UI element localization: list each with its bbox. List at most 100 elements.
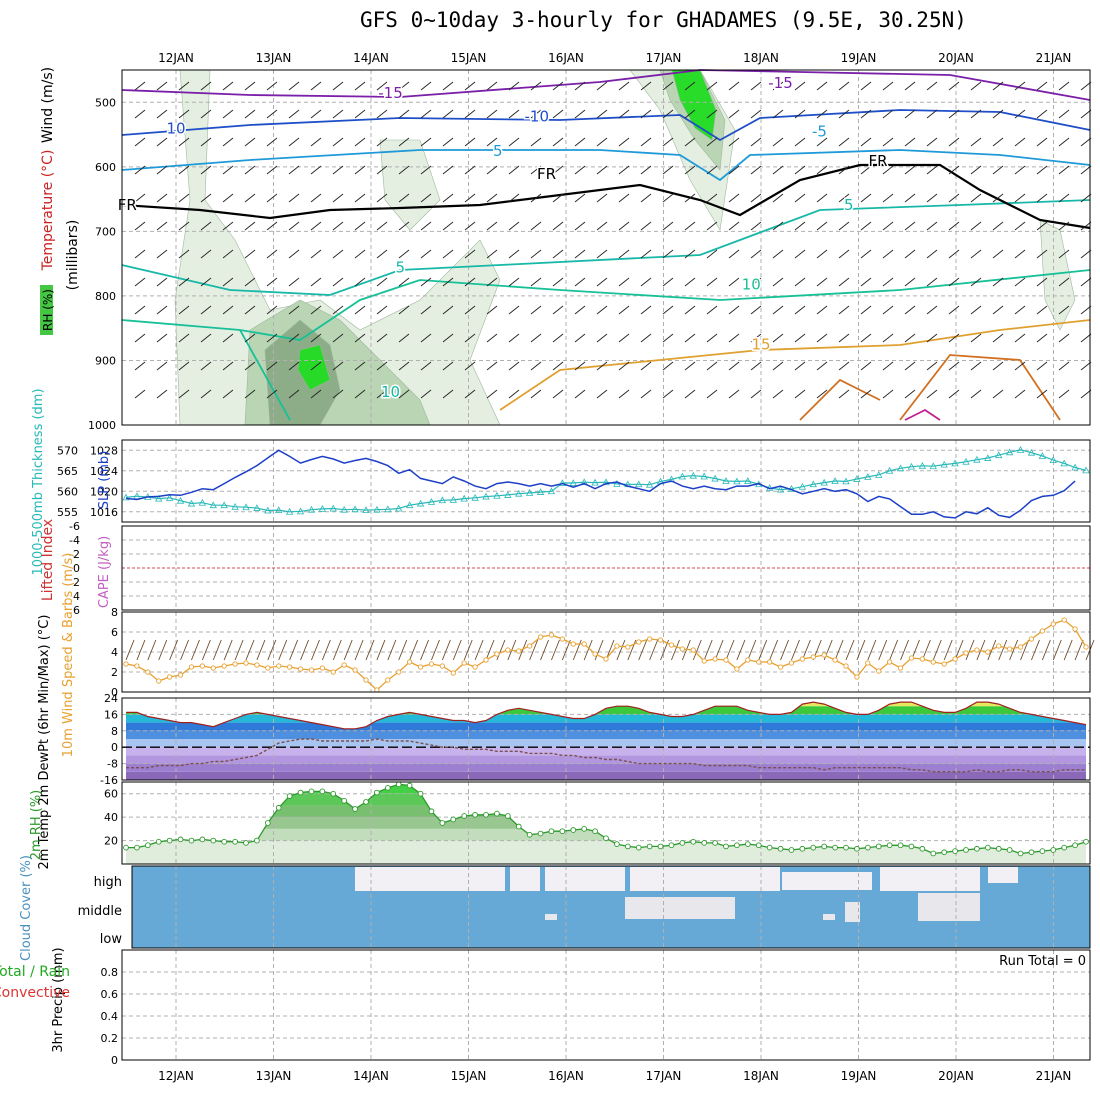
wind-barb (354, 109, 366, 119)
wind-barb (728, 305, 740, 315)
wind-barb (728, 389, 740, 399)
wind-barb (948, 221, 960, 231)
wind-barb (420, 81, 432, 91)
wind10m-frame (121, 611, 1091, 693)
wind-barb (728, 81, 740, 91)
wind10m-point (832, 657, 838, 663)
wind10m-barb (714, 639, 724, 661)
rh2m-point (1028, 849, 1035, 856)
wind-barb (310, 305, 322, 315)
wind10m-point (450, 670, 456, 676)
rh2m-point (548, 828, 555, 835)
wind-barb (926, 165, 938, 175)
thickness-point (176, 496, 185, 504)
wind-barb (464, 109, 476, 119)
wind-barb (420, 305, 432, 315)
wind10m-tick-label: 2 (111, 666, 118, 679)
rh2m-point (843, 844, 849, 851)
wind-barb (860, 333, 872, 343)
wind10m-point (276, 663, 282, 669)
thickness-point (285, 507, 294, 515)
thickness-point (645, 480, 654, 488)
wind-barb (266, 333, 278, 343)
isotherm-label: -10 (525, 108, 550, 126)
wind-barb (1036, 277, 1048, 287)
wind-barb (1080, 249, 1092, 259)
rh2m-point (559, 828, 566, 835)
isotherm-line (799, 378, 881, 421)
wind-barb (1036, 137, 1048, 147)
thickness-tick-label: 560 (57, 485, 78, 498)
rh2m-point (635, 844, 642, 851)
wind-barb (156, 333, 168, 343)
thickness-point (384, 505, 392, 513)
wind-barb (244, 81, 256, 91)
wind10m-tick-label: 4 (111, 646, 118, 659)
wind-barb (178, 361, 190, 371)
wind-barb (596, 193, 608, 203)
wind-barb (464, 249, 476, 259)
rh2m-point (875, 843, 882, 850)
wind-barb (266, 305, 278, 315)
wind-barb (222, 165, 234, 175)
wind-barb (1014, 109, 1026, 119)
wind10m-point (199, 663, 206, 669)
wind10m-point (363, 677, 369, 683)
temp-band (126, 706, 1086, 715)
wind-barb (816, 137, 828, 147)
rh2m-point (428, 808, 435, 815)
wind-barb (266, 389, 278, 399)
rh2m-point (1083, 838, 1089, 845)
wind-barb (728, 333, 740, 343)
wind-barb (948, 333, 960, 343)
thickness-point (515, 489, 523, 497)
wind10m-barb (256, 639, 266, 661)
wind-barb (992, 305, 1004, 315)
wind-barb (486, 193, 498, 203)
rh2m-point (701, 840, 708, 846)
wind-barb (640, 277, 652, 287)
wind10m-barb (180, 639, 189, 661)
wind-barb (596, 221, 608, 231)
wind-barb (970, 333, 982, 343)
wind-barb (178, 333, 190, 343)
x-tick-label: 21JAN (1036, 51, 1072, 65)
wind10m-barb (332, 639, 342, 661)
wind-barb (420, 249, 432, 259)
wind10m-point (919, 656, 926, 662)
wind10m-barb (878, 639, 888, 661)
wind-barb (552, 249, 564, 259)
wind-barb (376, 389, 388, 399)
rh-legend-swatch (40, 285, 53, 335)
wind10m-point (712, 656, 718, 662)
wind-barb (838, 305, 850, 315)
temp2m-panel: -16 -8 0 8 16 24 (100, 692, 1091, 787)
wind-barb (552, 193, 564, 203)
thickness-point (329, 504, 337, 512)
wind10m-point (221, 663, 227, 669)
freezing-line (121, 163, 1091, 230)
rh2m-point (243, 840, 249, 846)
wind-barb (750, 81, 762, 91)
rh2m-point (319, 788, 326, 795)
wind-barb (728, 165, 740, 175)
lifted-tick-label: -4 (69, 534, 80, 547)
rh2m-point (755, 842, 762, 849)
wind-barb (530, 81, 542, 91)
wind10m-barb (441, 639, 451, 661)
wind-barb (1036, 81, 1048, 91)
wind-barb (970, 109, 982, 119)
thickness-point (973, 455, 981, 463)
wind-barb (398, 389, 410, 399)
wind-barb (596, 165, 608, 175)
wind-barb (904, 165, 916, 175)
rh2m-point (472, 811, 478, 818)
wind-barb (684, 165, 696, 175)
wind10m-barb (856, 639, 866, 661)
wind10m-barb (245, 639, 255, 661)
wind-barb (464, 193, 476, 203)
wind-barb (398, 109, 410, 119)
wind-barb (750, 305, 762, 315)
wind-barb (684, 137, 696, 147)
